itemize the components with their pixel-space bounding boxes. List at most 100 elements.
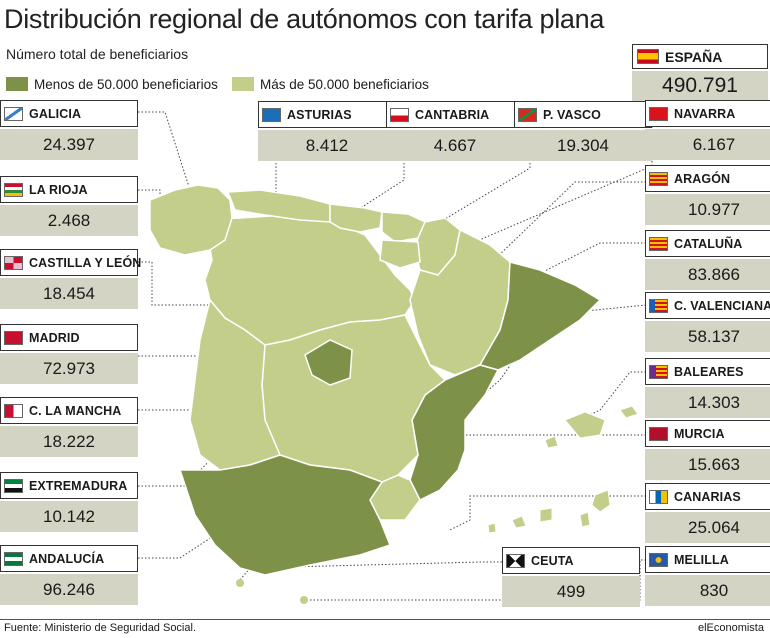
region-box-cantabria: CANTABRIA 4.667 (386, 101, 524, 161)
region-box-larioja: LA RIOJA 2.468 (0, 176, 138, 236)
region-name: CEUTA (531, 553, 574, 568)
region-header: ANDALUCÍA (0, 545, 138, 572)
region-andalucia (178, 454, 391, 576)
brand-credit: elEconomista (697, 622, 764, 634)
andalucia-flag-icon (4, 551, 23, 566)
region-header: MURCIA (645, 420, 770, 447)
la-rioja-flag-icon (4, 182, 23, 197)
region-box-pvasco: P. VASCO 19.304 (514, 101, 652, 161)
legend-label-dark: Menos de 50.000 beneficiarios (34, 76, 218, 92)
region-header: CEUTA (502, 547, 640, 574)
region-header: C. LA MANCHA (0, 397, 138, 424)
region-box-melilla: MELILLA 830 (645, 546, 770, 606)
region-value: 25.064 (645, 512, 770, 543)
region-header: CANARIAS (645, 483, 770, 510)
region-value: 18.454 (0, 278, 138, 309)
spain-header: ESPAÑA (632, 44, 768, 69)
cantabria-flag-icon (390, 107, 409, 122)
canarias-flag-icon (649, 489, 668, 504)
spain-total-box: ESPAÑA 490.791 (632, 44, 768, 101)
region-header: LA RIOJA (0, 176, 138, 203)
legend-swatch-dark (6, 77, 28, 91)
region-baleares (544, 405, 639, 449)
region-value: 83.866 (645, 259, 770, 290)
leader-melilla (310, 559, 646, 601)
castilla-la-mancha-flag-icon (4, 403, 23, 418)
region-melilla (300, 596, 308, 604)
region-name: C. VALENCIANA (674, 298, 770, 313)
region-box-canarias: CANARIAS 25.064 (645, 483, 770, 543)
chart-title: Distribución regional de autónomos con t… (4, 4, 605, 34)
region-madrid (304, 339, 353, 386)
galicia-flag-icon (4, 106, 23, 121)
region-box-lamancha: C. LA MANCHA 18.222 (0, 397, 138, 457)
legend-item-light: Más de 50.000 beneficiarios (232, 74, 429, 94)
legend-swatch-light (232, 77, 254, 91)
navarra-flag-icon (649, 106, 668, 121)
region-box-asturias: ASTURIAS 8.412 (258, 101, 396, 161)
region-name: P. VASCO (543, 107, 601, 122)
region-header: BALEARES (645, 358, 770, 385)
region-name: C. LA MANCHA (29, 403, 122, 418)
region-header: EXTREMADURA (0, 472, 138, 499)
region-name: LA RIOJA (29, 182, 88, 197)
leader-cataluna (526, 242, 646, 281)
region-name: ANDALUCÍA (29, 551, 105, 566)
leader-cantabria (344, 156, 405, 219)
spain-flag-icon (637, 49, 659, 64)
region-header: NAVARRA (645, 100, 770, 127)
region-name: MADRID (29, 330, 80, 345)
spain-name: ESPAÑA (665, 48, 723, 65)
region-name: NAVARRA (674, 106, 736, 121)
region-value: 96.246 (0, 574, 138, 605)
region-box-andalucia: ANDALUCÍA 96.246 (0, 545, 138, 605)
region-header: CATALUÑA (645, 230, 770, 257)
region-name: CASTILLA Y LEÓN (29, 255, 142, 270)
region-name: CANTABRIA (415, 107, 490, 122)
region-value: 58.137 (645, 321, 770, 352)
region-name: MELILLA (674, 552, 729, 567)
region-header: MADRID (0, 324, 138, 351)
region-box-cataluna: CATALUÑA 83.866 (645, 230, 770, 290)
region-canarias (487, 489, 611, 534)
region-name: ASTURIAS (287, 107, 352, 122)
leader-baleares (579, 371, 646, 421)
region-name: CANARIAS (674, 489, 741, 504)
region-box-valenciana: C. VALENCIANA 58.137 (645, 292, 770, 352)
region-value: 6.167 (645, 129, 770, 160)
region-header: P. VASCO (514, 101, 652, 128)
region-value: 72.973 (0, 353, 138, 384)
ceuta-flag-icon (506, 553, 525, 568)
region-value: 4.667 (386, 130, 524, 161)
region-header: C. VALENCIANA (645, 292, 770, 319)
legend-label-light: Más de 50.000 beneficiarios (260, 76, 429, 92)
region-cantabria (329, 203, 383, 233)
region-name: BALEARES (674, 364, 744, 379)
source-note: Fuente: Ministerio de Seguridad Social. (4, 622, 196, 634)
region-larioja (379, 239, 421, 269)
region-box-extremadura: EXTREMADURA 10.142 (0, 472, 138, 532)
region-value: 8.412 (258, 130, 396, 161)
baleares-flag-icon (649, 364, 668, 379)
valencia-flag-icon (649, 298, 668, 313)
melilla-flag-icon (649, 552, 668, 567)
region-galicia (149, 184, 233, 256)
region-box-castillaleon: CASTILLA Y LEÓN 18.454 (0, 249, 142, 309)
region-box-aragon: ARAGÓN 10.977 (645, 165, 770, 225)
leader-ceuta (239, 561, 502, 581)
legend-item-dark: Menos de 50.000 beneficiarios (6, 74, 218, 94)
region-box-murcia: MURCIA 15.663 (645, 420, 770, 480)
extremadura-flag-icon (4, 478, 23, 493)
region-value: 830 (645, 575, 770, 606)
region-value: 14.303 (645, 387, 770, 418)
spain-value: 490.791 (632, 71, 768, 101)
aragon-flag-icon (649, 171, 668, 186)
leader-canarias (449, 495, 646, 531)
region-name: EXTREMADURA (29, 478, 128, 493)
region-name: MURCIA (674, 426, 725, 441)
region-header: CASTILLA Y LEÓN (0, 249, 142, 276)
region-value: 19.304 (514, 130, 652, 161)
region-header: ASTURIAS (258, 101, 396, 128)
region-cataluna (478, 261, 602, 371)
